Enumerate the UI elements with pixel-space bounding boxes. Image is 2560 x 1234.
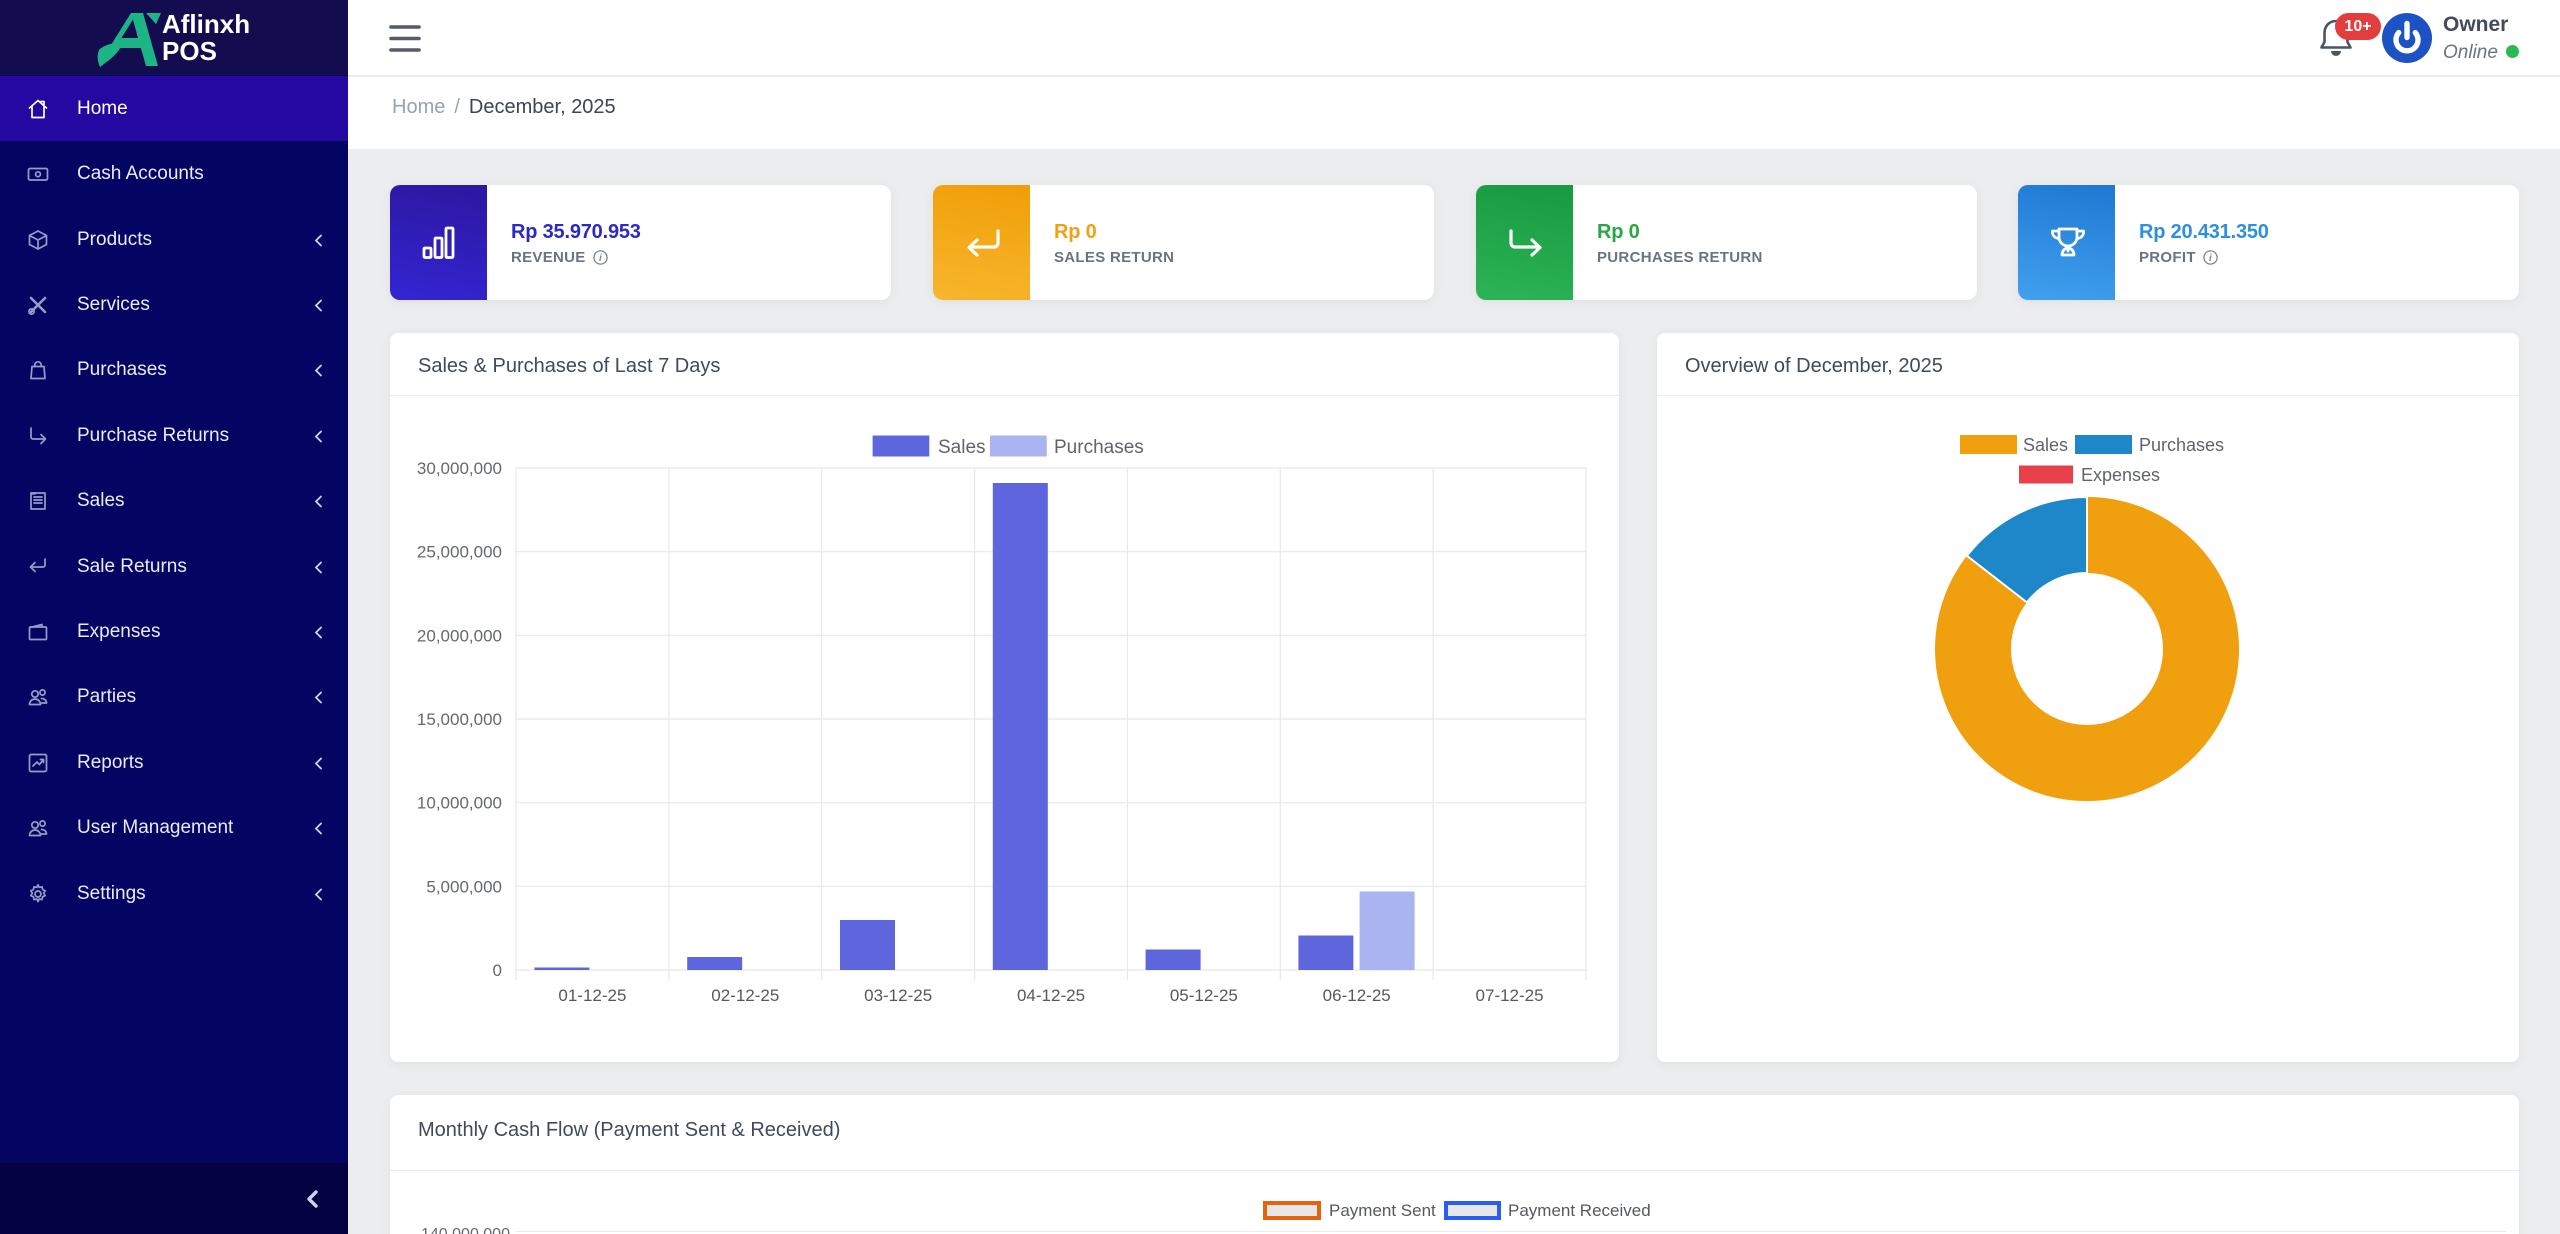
svg-text:07-12-25: 07-12-25 [1476, 986, 1544, 1005]
svg-text:5,000,000: 5,000,000 [426, 877, 502, 896]
svg-text:i: i [599, 253, 602, 264]
svg-text:0: 0 [493, 961, 502, 980]
svg-text:15,000,000: 15,000,000 [417, 710, 502, 729]
svg-text:Purchases: Purchases [2139, 435, 2224, 455]
svg-text:03-12-25: 03-12-25 [864, 986, 932, 1005]
svg-text:20,000,000: 20,000,000 [417, 626, 502, 645]
svg-text:02-12-25: 02-12-25 [711, 986, 779, 1005]
svg-text:06-12-25: 06-12-25 [1323, 986, 1391, 1005]
svg-text:30,000,000: 30,000,000 [417, 459, 502, 478]
svg-text:10,000,000: 10,000,000 [417, 794, 502, 813]
svg-text:25,000,000: 25,000,000 [417, 543, 502, 562]
svg-text:01-12-25: 01-12-25 [558, 986, 626, 1005]
svg-text:Sales: Sales [2023, 435, 2068, 455]
svg-text:i: i [2209, 253, 2212, 264]
svg-text:Aflinxh: Aflinxh [162, 9, 250, 39]
svg-text:05-12-25: 05-12-25 [1170, 986, 1238, 1005]
svg-text:04-12-25: 04-12-25 [1017, 986, 1085, 1005]
svg-text:Sales: Sales [938, 437, 986, 458]
svg-text:POS: POS [162, 36, 217, 66]
svg-text:Purchases: Purchases [1054, 437, 1144, 458]
svg-text:Expenses: Expenses [2081, 465, 2160, 485]
